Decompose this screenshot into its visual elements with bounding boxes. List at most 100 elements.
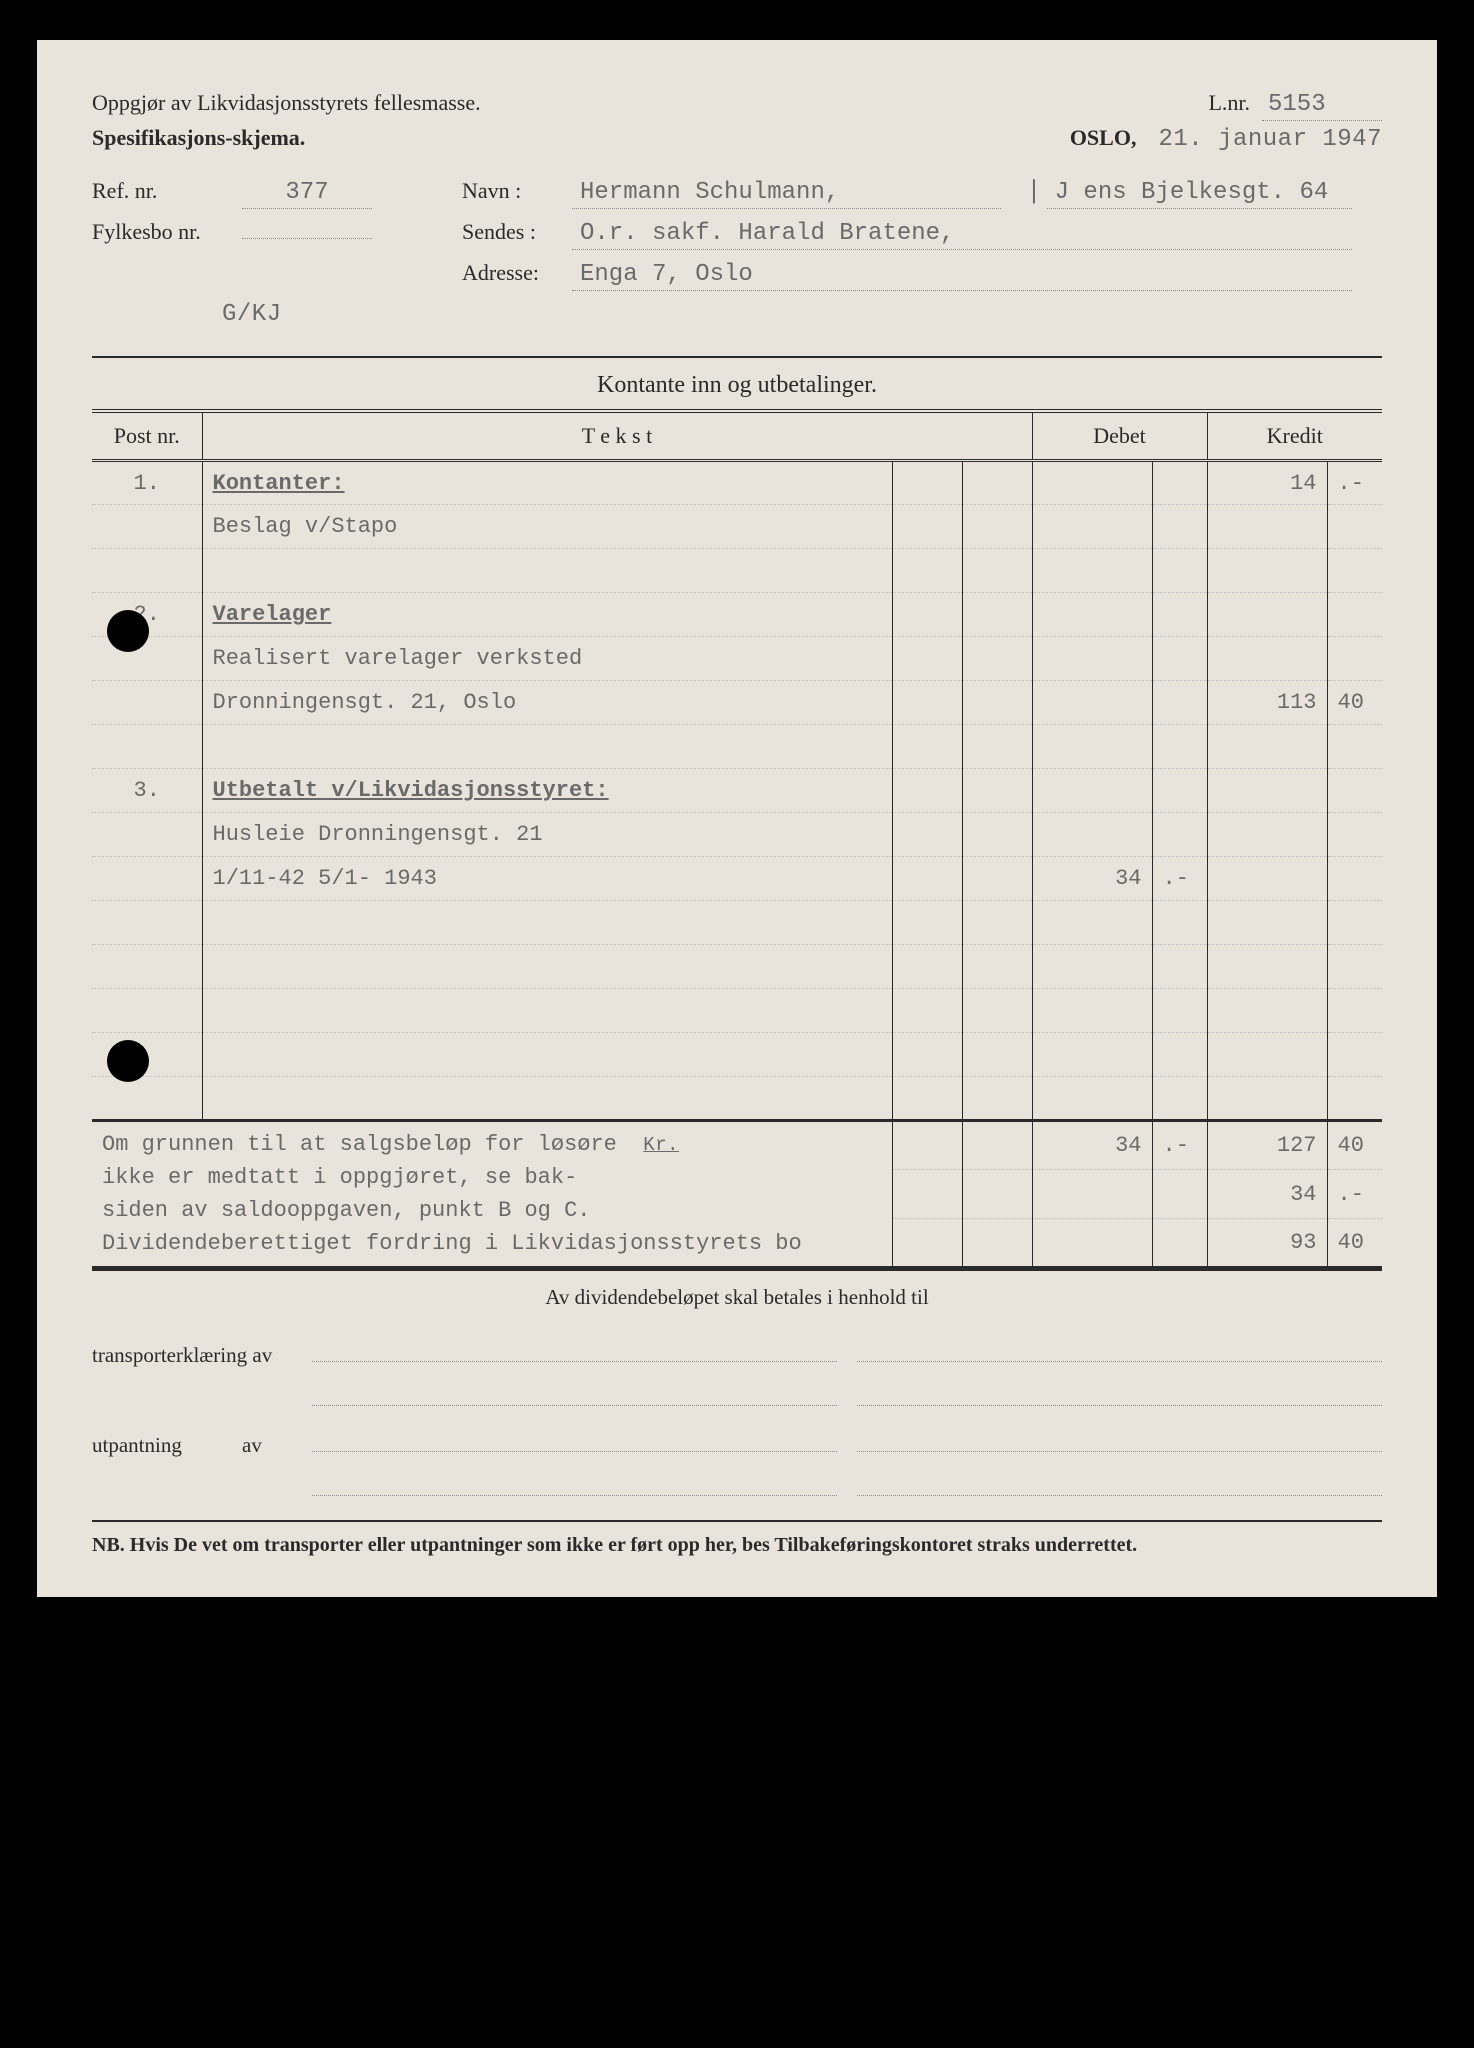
adresse-value: Enga 7, Oslo — [572, 261, 1352, 291]
cell — [1327, 1033, 1382, 1077]
cell — [1032, 549, 1152, 593]
cell — [1327, 989, 1382, 1033]
cell — [1152, 593, 1207, 637]
code: G/KJ — [222, 301, 282, 328]
cell — [1032, 505, 1152, 549]
table-row: 2.Varelager — [92, 593, 1382, 637]
av-label: av — [242, 1433, 292, 1458]
cell — [1032, 813, 1152, 857]
cell — [1152, 681, 1207, 725]
col-kredit: Kredit — [1207, 411, 1382, 461]
cell — [892, 1077, 962, 1121]
cell — [892, 813, 962, 857]
transport-label: transporterklæring av — [92, 1343, 292, 1368]
cell — [1327, 857, 1382, 901]
utpantning-row: utpantning av — [92, 1430, 1382, 1458]
totals-note3: siden av saldooppgaven, punkt B og C. — [102, 1198, 590, 1223]
cell — [892, 549, 962, 593]
transport-field-4 — [857, 1384, 1382, 1406]
table-row — [92, 549, 1382, 593]
cell — [92, 945, 202, 989]
utpantning-field — [312, 1430, 837, 1452]
punch-hole — [107, 1040, 149, 1082]
cell — [1152, 813, 1207, 857]
cell — [92, 681, 202, 725]
cell: Dronningensgt. 21, Oslo — [202, 681, 892, 725]
transport-row: transporterklæring av — [92, 1340, 1382, 1368]
table-row: Dronningensgt. 21, Oslo11340 — [92, 681, 1382, 725]
cell — [92, 637, 202, 681]
total2-kredit: 34 — [1207, 1170, 1327, 1219]
cell — [202, 945, 892, 989]
cell — [202, 725, 892, 769]
cell — [202, 1077, 892, 1121]
cell — [962, 989, 1032, 1033]
total3-kredit2: 40 — [1327, 1219, 1382, 1268]
cell — [1327, 549, 1382, 593]
cell — [892, 989, 962, 1033]
cell — [1152, 549, 1207, 593]
totals-note4: Dividendeberettiget fordring i Likvidasj… — [102, 1231, 802, 1256]
cell — [1327, 725, 1382, 769]
cell — [1207, 549, 1327, 593]
cell — [892, 945, 962, 989]
info-block: Ref. nr. 377 Navn : Hermann Schulmann, |… — [92, 175, 1382, 328]
cell — [892, 725, 962, 769]
total2-kredit2: .- — [1327, 1170, 1382, 1219]
cell — [1032, 725, 1152, 769]
cell — [92, 901, 202, 945]
document-page: Oppgjør av Likvidasjonsstyrets fellesmas… — [37, 40, 1437, 1597]
cell — [962, 1077, 1032, 1121]
table-row: Beslag v/Stapo — [92, 505, 1382, 549]
total-debet: 34 — [1032, 1121, 1152, 1170]
cell — [892, 681, 962, 725]
cell — [1207, 813, 1327, 857]
cell — [1327, 945, 1382, 989]
utpantning-field-2 — [857, 1430, 1382, 1452]
cell — [962, 461, 1032, 505]
cell — [892, 461, 962, 505]
cell — [1207, 945, 1327, 989]
cell — [1152, 945, 1207, 989]
cell — [1327, 593, 1382, 637]
dividend-line: Av dividendebeløpet skal betales i henho… — [92, 1269, 1382, 1316]
cell: Realisert varelager verksted — [202, 637, 892, 681]
total-kredit2: 40 — [1327, 1121, 1382, 1170]
cell: Beslag v/Stapo — [202, 505, 892, 549]
header-title-1: Oppgjør av Likvidasjonsstyrets fellesmas… — [92, 90, 481, 121]
cell: 40 — [1327, 681, 1382, 725]
cell — [1207, 901, 1327, 945]
col-tekst: T e k s t — [202, 411, 1032, 461]
cell — [1152, 989, 1207, 1033]
cell — [1032, 901, 1152, 945]
cell — [892, 637, 962, 681]
utpantning-label: utpantning — [92, 1433, 222, 1458]
table-row: 1.Kontanter:14.- — [92, 461, 1382, 505]
cell — [202, 1033, 892, 1077]
header: Oppgjør av Likvidasjonsstyrets fellesmas… — [92, 90, 1382, 121]
transport-field-2 — [857, 1340, 1382, 1362]
cell: Varelager — [202, 593, 892, 637]
cell — [962, 637, 1032, 681]
place: OSLO, — [1070, 125, 1137, 150]
col-post: Post nr. — [92, 411, 202, 461]
cell — [1152, 461, 1207, 505]
cell — [92, 549, 202, 593]
cell — [892, 857, 962, 901]
cell — [1207, 1077, 1327, 1121]
cell — [1152, 505, 1207, 549]
utpantning-field-4 — [857, 1474, 1382, 1496]
cell — [1152, 901, 1207, 945]
navn-extra: J ens Bjelkesgt. 64 — [1047, 179, 1352, 209]
table-row — [92, 1077, 1382, 1121]
cell — [962, 681, 1032, 725]
cell — [892, 593, 962, 637]
cell — [892, 505, 962, 549]
table-row: 3.Utbetalt v/Likvidasjonsstyret: — [92, 769, 1382, 813]
cell — [962, 769, 1032, 813]
punch-hole — [107, 610, 149, 652]
transport-field — [312, 1340, 837, 1362]
cell: 34 — [1032, 857, 1152, 901]
cell: Utbetalt v/Likvidasjonsstyret: — [202, 769, 892, 813]
cell — [92, 857, 202, 901]
